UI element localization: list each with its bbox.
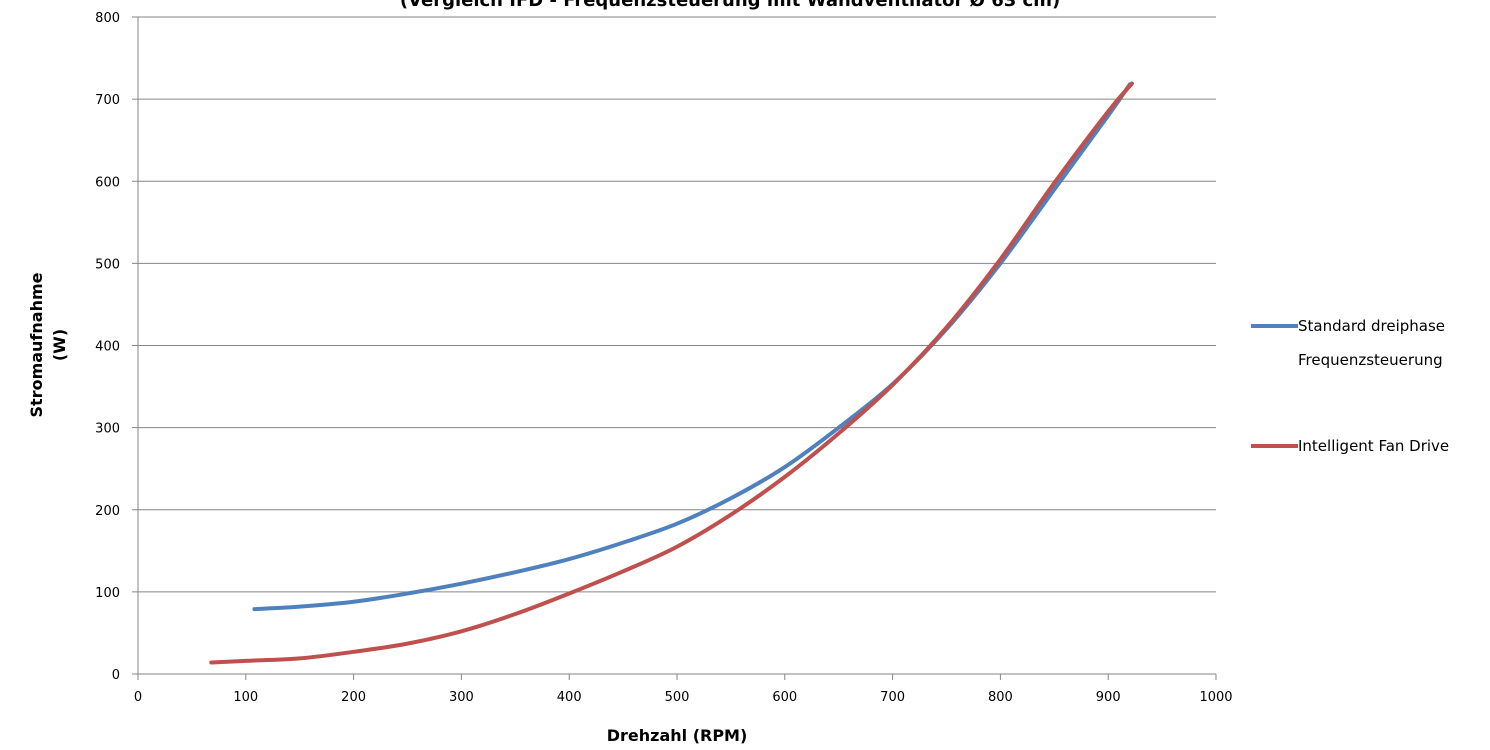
axes bbox=[132, 16, 1217, 680]
x-axis-title: Drehzahl (RPM) bbox=[607, 726, 748, 745]
y-axis-title-line-1: Stromaufnahme bbox=[27, 272, 46, 417]
x-tick-label-900: 900 bbox=[1096, 690, 1121, 705]
y-axis-title-line-2: (W) bbox=[50, 329, 69, 361]
series-line-ifd bbox=[209, 81, 1134, 665]
x-tick-label-0: 0 bbox=[134, 690, 142, 705]
y-tick-label-100: 100 bbox=[95, 586, 120, 601]
y-axis-title: Stromaufnahme (W) bbox=[27, 272, 69, 417]
y-tick-label-500: 500 bbox=[95, 257, 120, 272]
x-tick-label-100: 100 bbox=[233, 690, 258, 705]
y-tick-labels: 0 100 200 300 400 500 600 700 800 bbox=[95, 11, 120, 683]
y-tick-label-0: 0 bbox=[112, 668, 120, 683]
y-tick-label-400: 400 bbox=[95, 340, 120, 355]
y-tick-label-800: 800 bbox=[95, 11, 120, 26]
y-tick-label-200: 200 bbox=[95, 504, 120, 519]
legend-label-ifd: Intelligent Fan Drive bbox=[1298, 437, 1449, 455]
x-tick-label-200: 200 bbox=[341, 690, 366, 705]
chart-title: (Vergleich IFD - Frequenzsteuerung mit W… bbox=[400, 0, 1060, 11]
y-tick-label-700: 700 bbox=[95, 93, 120, 108]
legend: Standard dreiphase Frequenzsteuerung Int… bbox=[1251, 317, 1449, 455]
grid-lines bbox=[138, 16, 1216, 593]
x-tick-label-600: 600 bbox=[772, 690, 797, 705]
legend-label-standard-line-1: Standard dreiphase bbox=[1298, 317, 1445, 335]
x-tick-label-1000: 1000 bbox=[1199, 690, 1232, 705]
x-tick-label-800: 800 bbox=[988, 690, 1013, 705]
x-tick-label-500: 500 bbox=[665, 690, 690, 705]
x-tick-label-700: 700 bbox=[880, 690, 905, 705]
series-lines bbox=[209, 81, 1134, 665]
x-tick-label-300: 300 bbox=[449, 690, 474, 705]
series-line-standard bbox=[252, 82, 1132, 612]
x-tick-label-400: 400 bbox=[557, 690, 582, 705]
legend-label-standard-line-2: Frequenzsteuerung bbox=[1298, 351, 1443, 369]
y-tick-label-300: 300 bbox=[95, 422, 120, 437]
x-tick-labels: 0 100 200 300 400 500 600 700 800 900 1000 bbox=[134, 690, 1233, 705]
y-tick-label-600: 600 bbox=[95, 175, 120, 190]
